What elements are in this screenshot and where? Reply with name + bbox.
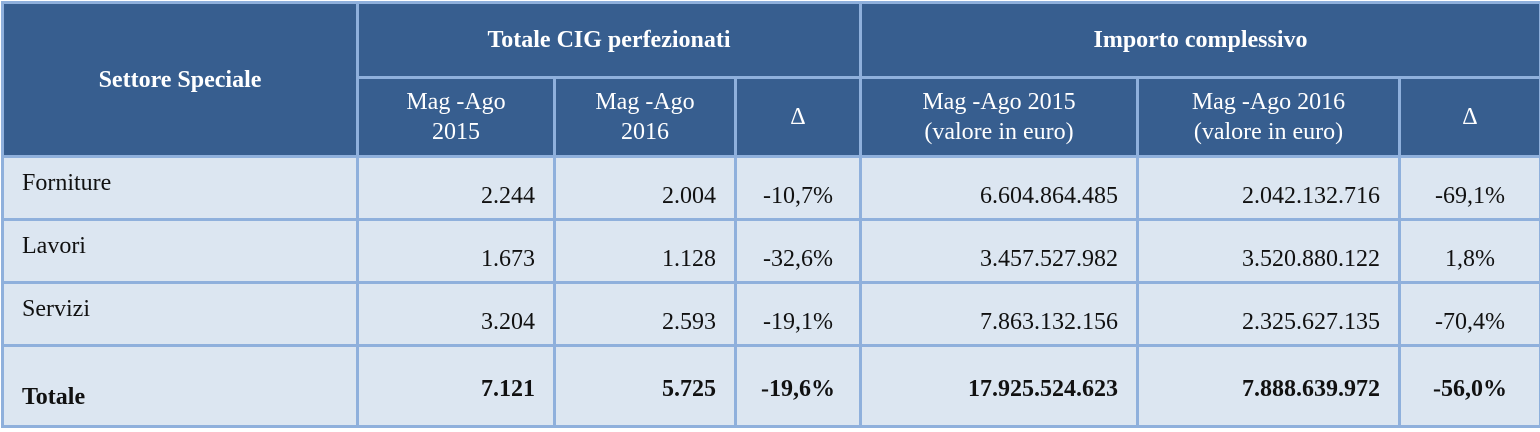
cell: 2.244: [356, 155, 556, 221]
cell: 2.593: [553, 281, 737, 347]
cell: 3.204: [356, 281, 556, 347]
cell: -10,7%: [734, 155, 862, 221]
cell: 3.520.880.122: [1136, 218, 1401, 284]
subheader: Δ: [734, 76, 862, 158]
cell: 3.457.527.982: [859, 218, 1139, 284]
cell: 7.863.132.156: [859, 281, 1139, 347]
cell: 2.042.132.716: [1136, 155, 1401, 221]
subheader: Mag -Ago 2016 (valore in euro): [1136, 76, 1401, 158]
cell: -69,1%: [1398, 155, 1540, 221]
cell: 2.325.627.135: [1136, 281, 1401, 347]
subheader-row: Mag -Ago 2015 Mag -Ago 2016 Δ Mag -Ago 2015…: [3, 76, 1540, 158]
cell: 5.725: [553, 344, 737, 428]
group-header: Importo complessivo: [859, 1, 1540, 79]
subheader: Mag -Ago 2015: [356, 76, 556, 158]
data-row: Servizi 3.204 2.593 -19,1% 7.863.132.156 2.32…: [1, 281, 1540, 347]
cell: 6.604.864.485: [859, 155, 1139, 221]
cell: -32,6%: [734, 218, 862, 284]
row-label: Totale: [1, 344, 359, 428]
group-header: Totale CIG perfezionati: [356, 1, 862, 79]
cell: 1.673: [356, 218, 556, 284]
total-row: Totale 7.121 5.725 -19,6% 17.925.524.623 7.88…: [1, 344, 1540, 428]
cell: 17.925.524.623: [859, 344, 1139, 428]
data-row: Lavori 1.673 1.128 -32,6% 3.457.527.982 3.520…: [1, 218, 1540, 284]
subheader: Δ: [1398, 76, 1540, 158]
cell: 7.121: [356, 344, 556, 428]
row-label: Servizi: [1, 281, 359, 347]
header-row: Settore Speciale Totale CIG perfezionati…: [1, 1, 1540, 158]
cell: 1,8%: [1398, 218, 1540, 284]
data-row: Forniture 2.244 2.004 -10,7% 6.604.864.485 2.…: [1, 155, 1540, 221]
cell: 1.128: [553, 218, 737, 284]
subheader: Mag -Ago 2016: [553, 76, 737, 158]
cell: -56,0%: [1398, 344, 1540, 428]
subheader: Mag -Ago 2015 (valore in euro): [859, 76, 1139, 158]
cell: -70,4%: [1398, 281, 1540, 347]
corner-header: Settore Speciale: [1, 1, 359, 158]
cell: 7.888.639.972: [1136, 344, 1401, 428]
cell: -19,1%: [734, 281, 862, 347]
row-label: Forniture: [1, 155, 359, 221]
row-label: Lavori: [1, 218, 359, 284]
cell: -19,6%: [734, 344, 862, 428]
cell: 2.004: [553, 155, 737, 221]
